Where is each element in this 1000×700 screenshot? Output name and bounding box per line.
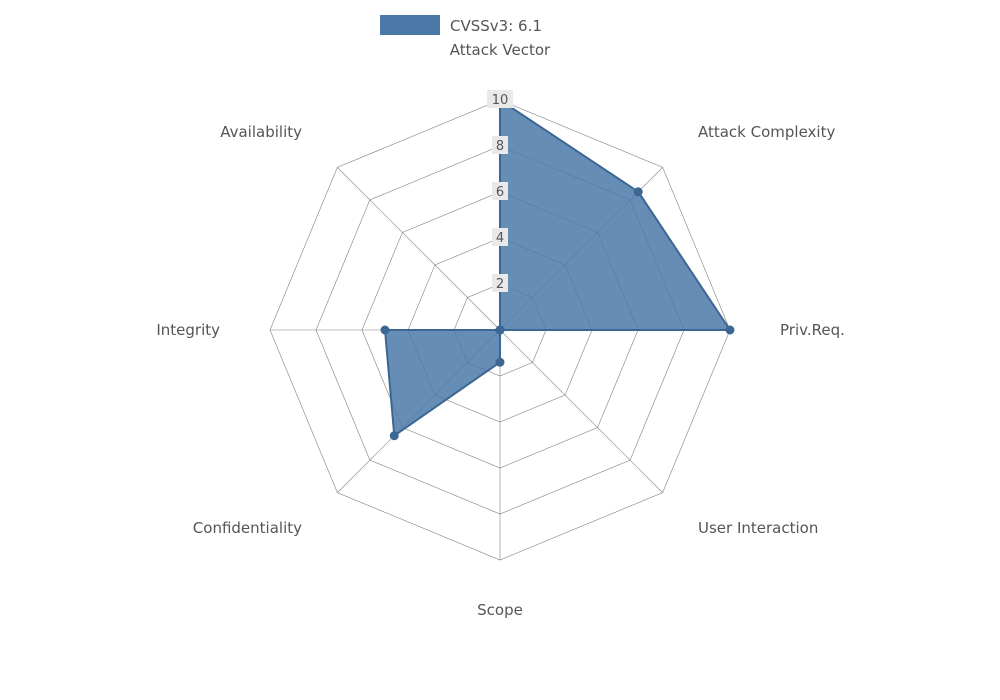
data-point — [381, 326, 389, 334]
data-point — [390, 432, 398, 440]
tick-label: 6 — [496, 185, 504, 200]
legend: CVSSv3: 6.1 — [380, 15, 542, 35]
axis-label: Scope — [477, 601, 523, 619]
tick-label: 4 — [496, 231, 504, 246]
legend-label: CVSSv3: 6.1 — [450, 17, 542, 35]
axis-label: Confidentiality — [193, 519, 302, 537]
legend-swatch — [380, 15, 440, 35]
axis-label: Attack Vector — [450, 41, 551, 59]
grid-spoke — [500, 330, 663, 493]
grid-spoke — [337, 167, 500, 330]
tick-label: 2 — [496, 277, 504, 292]
data-point — [496, 358, 504, 366]
tick-label: 8 — [496, 139, 504, 154]
axis-label: Integrity — [156, 321, 220, 339]
data-area — [385, 100, 730, 436]
axis-label: User Interaction — [698, 519, 818, 537]
axis-label: Priv.Req. — [780, 321, 845, 339]
data-point — [496, 326, 504, 334]
axis-label: Availability — [220, 123, 302, 141]
data-point — [634, 188, 642, 196]
axis-label: Attack Complexity — [698, 123, 835, 141]
tick-label: 10 — [492, 93, 509, 108]
cvss-radar-chart: CVSSv3: 6.1 2 4 6 8 10 Attack Vector Attack C… — [0, 0, 1000, 700]
data-point — [726, 326, 734, 334]
